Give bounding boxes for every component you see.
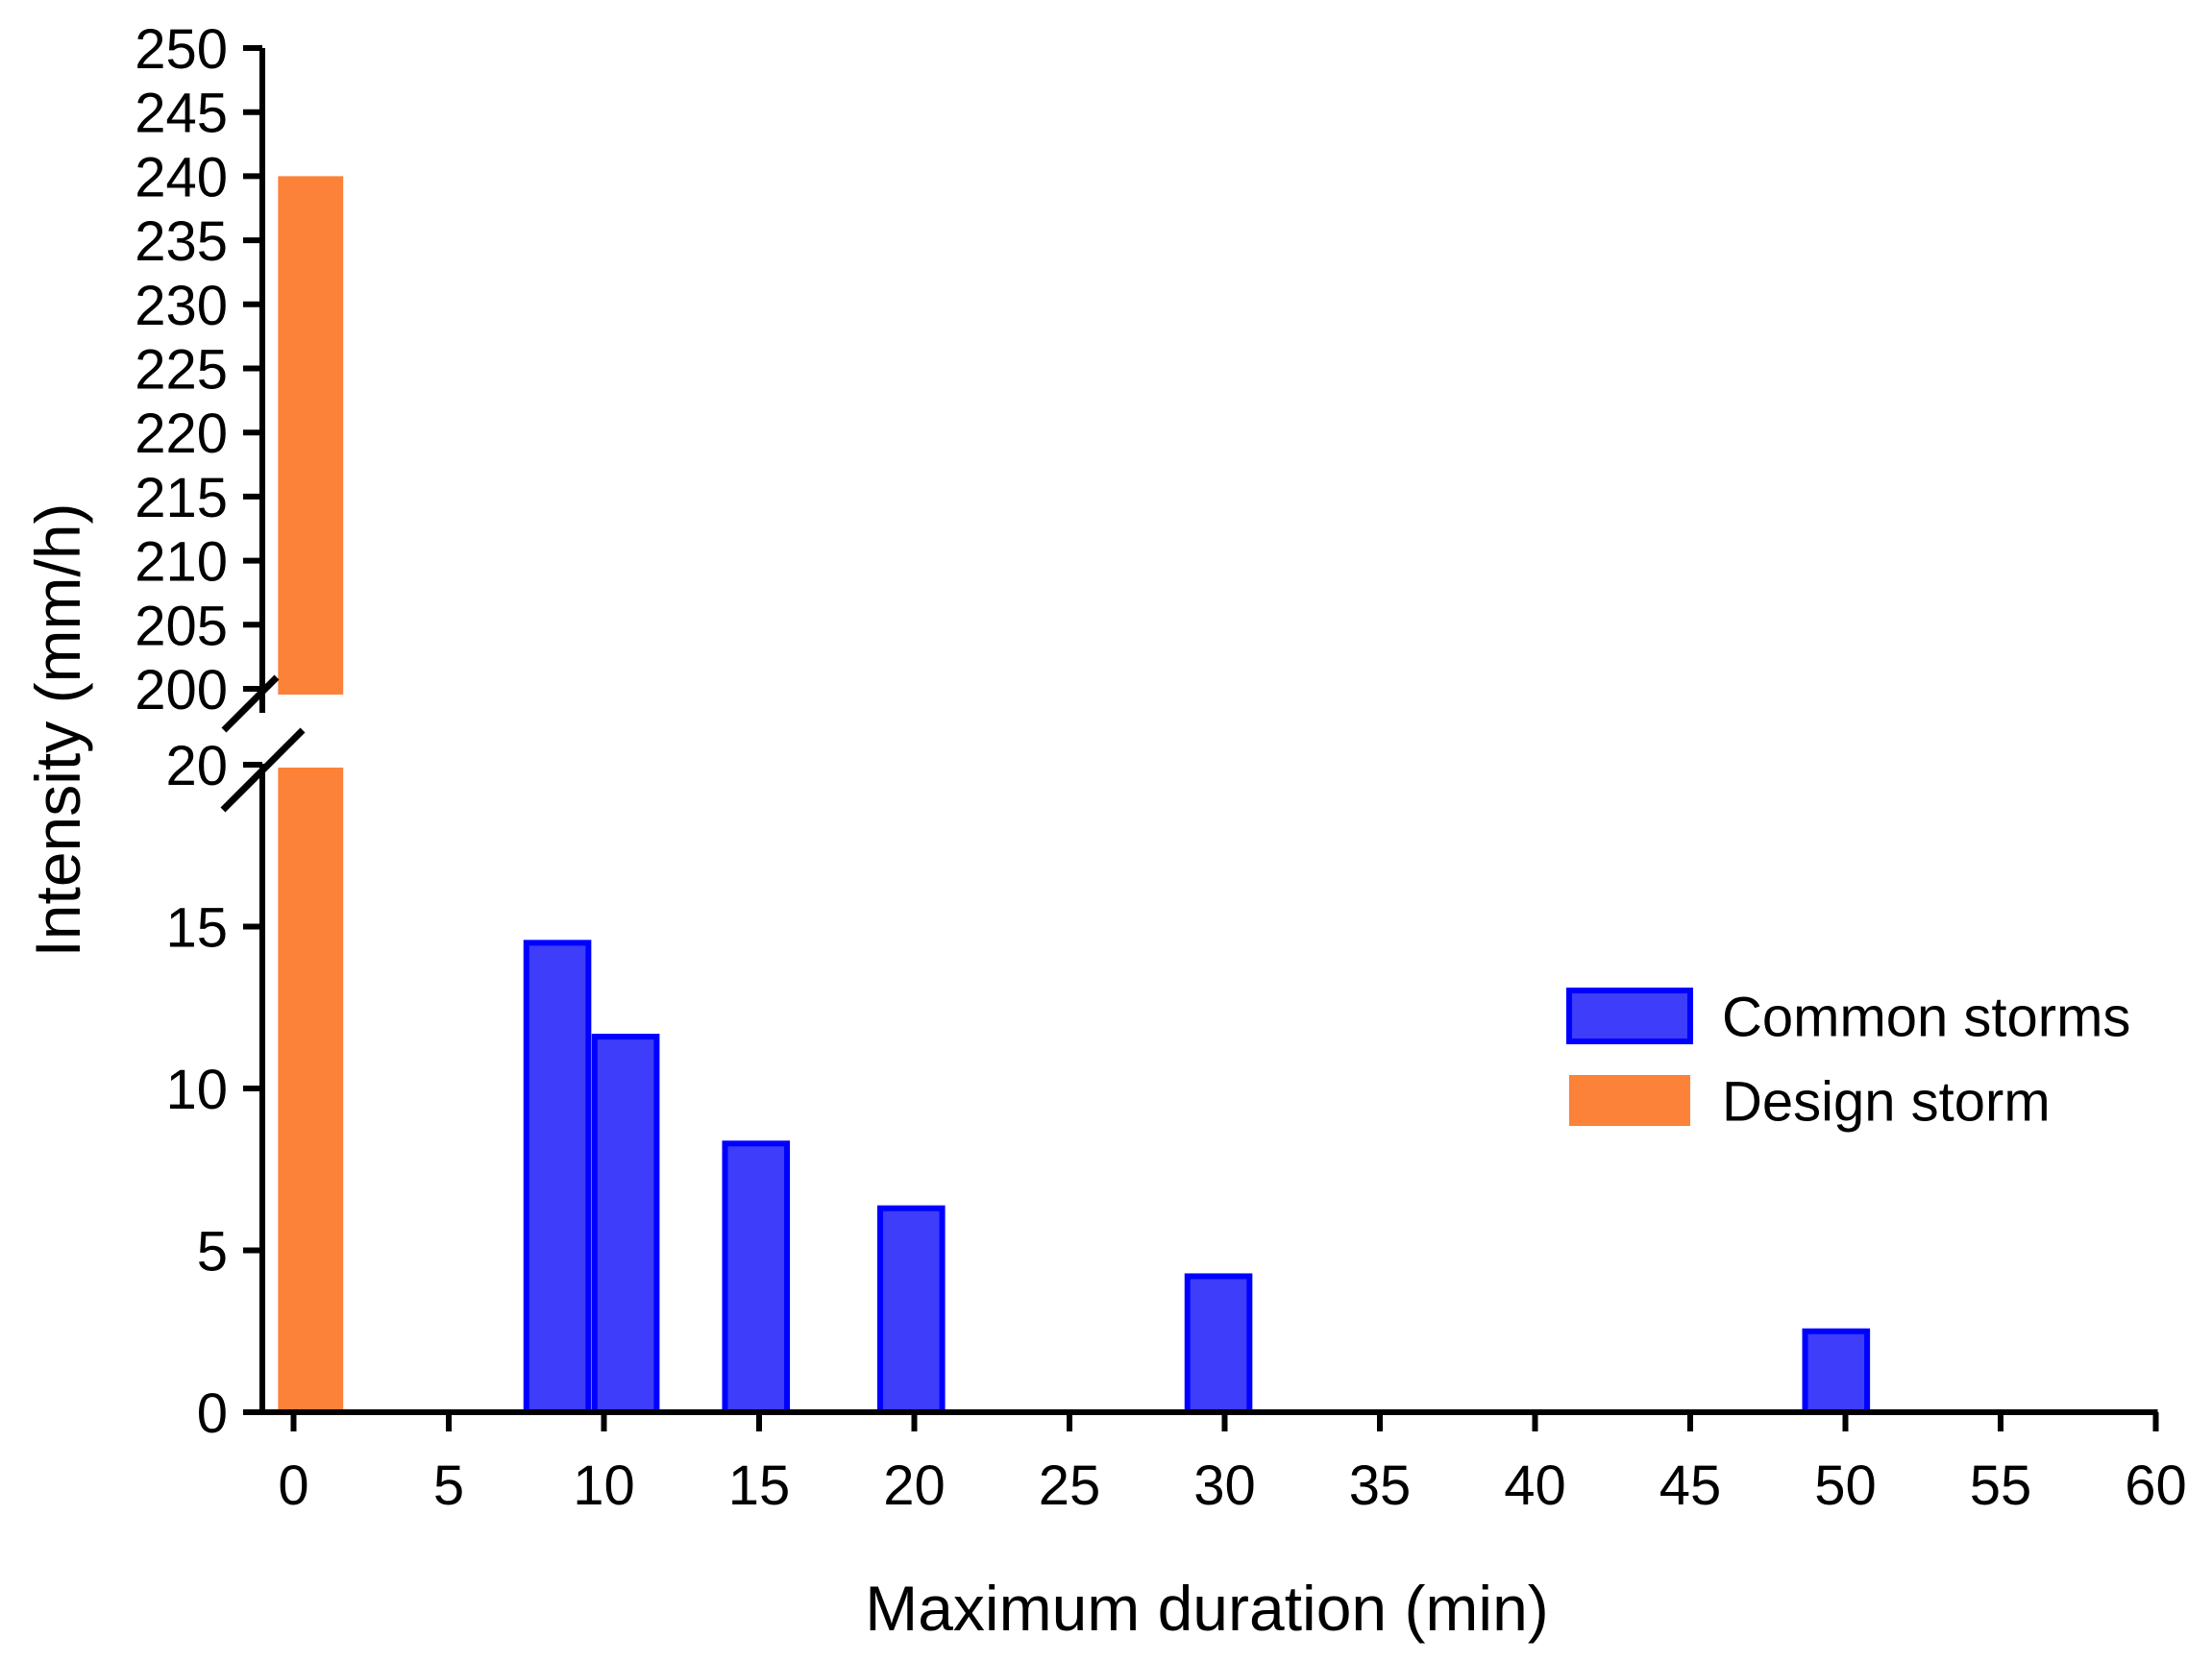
- y-tick-label-245: 245: [135, 83, 228, 145]
- bar-design-storm-lower: [278, 768, 344, 1412]
- bar-common-storms-1: [591, 1034, 660, 1415]
- x-tick-label-60: 60: [2125, 1454, 2187, 1517]
- y-tick-label-225: 225: [135, 339, 228, 402]
- legend-label-design-storm: Design storm: [1722, 1071, 2051, 1134]
- y-tick-label-200: 200: [135, 659, 228, 721]
- bar-common-storms-5: [1802, 1328, 1871, 1415]
- y-axis-title: Intensity (mm/h): [22, 502, 93, 957]
- x-tick-label-10: 10: [573, 1454, 635, 1517]
- x-tick-label-30: 30: [1193, 1454, 1256, 1517]
- x-tick-label-50: 50: [1814, 1454, 1877, 1517]
- y-tick-label-15: 15: [165, 897, 228, 960]
- x-axis-title: Maximum duration (min): [865, 1573, 1549, 1644]
- x-tick-label-25: 25: [1039, 1454, 1101, 1517]
- x-tick-label-55: 55: [1970, 1454, 2032, 1517]
- y-tick-label-230: 230: [135, 275, 228, 337]
- y-tick-label-250: 250: [135, 18, 228, 81]
- y-tick-label-220: 220: [135, 403, 228, 465]
- y-tick-label-235: 235: [135, 210, 228, 273]
- axis-break-slash-upper: [221, 674, 280, 733]
- bar-common-storms-2: [722, 1140, 791, 1416]
- legend: Common storms Design storm: [1566, 987, 2130, 1134]
- y-tick-label-10: 10: [165, 1059, 228, 1121]
- y-tick-label-240: 240: [135, 146, 228, 208]
- axis-break-slash-lower: [220, 727, 306, 813]
- x-tick-label-20: 20: [883, 1454, 946, 1517]
- bar-common-storms-3: [876, 1205, 946, 1415]
- legend-label-common-storms: Common storms: [1722, 987, 2130, 1049]
- legend-swatch-design-storm: [1569, 1075, 1690, 1126]
- legend-swatch-common-storms: [1566, 988, 1693, 1044]
- y-tick-label-210: 210: [135, 531, 228, 594]
- x-tick-label-40: 40: [1504, 1454, 1566, 1517]
- y-tick-label-0: 0: [197, 1382, 228, 1445]
- y-tick-label-215: 215: [135, 467, 228, 529]
- x-tick-label-15: 15: [728, 1454, 791, 1517]
- y-tick-label-5: 5: [197, 1221, 228, 1283]
- x-tick-label-45: 45: [1659, 1454, 1722, 1517]
- x-tick-label-35: 35: [1349, 1454, 1412, 1517]
- x-tick-label-0: 0: [278, 1454, 308, 1517]
- y-tick-label-205: 205: [135, 595, 228, 657]
- bar-common-storms-4: [1184, 1273, 1253, 1415]
- y-tick-label-20: 20: [165, 735, 228, 797]
- bar-design-storm-upper: [278, 176, 344, 695]
- bar-common-storms-0: [523, 940, 592, 1415]
- x-tick-label-5: 5: [433, 1454, 464, 1517]
